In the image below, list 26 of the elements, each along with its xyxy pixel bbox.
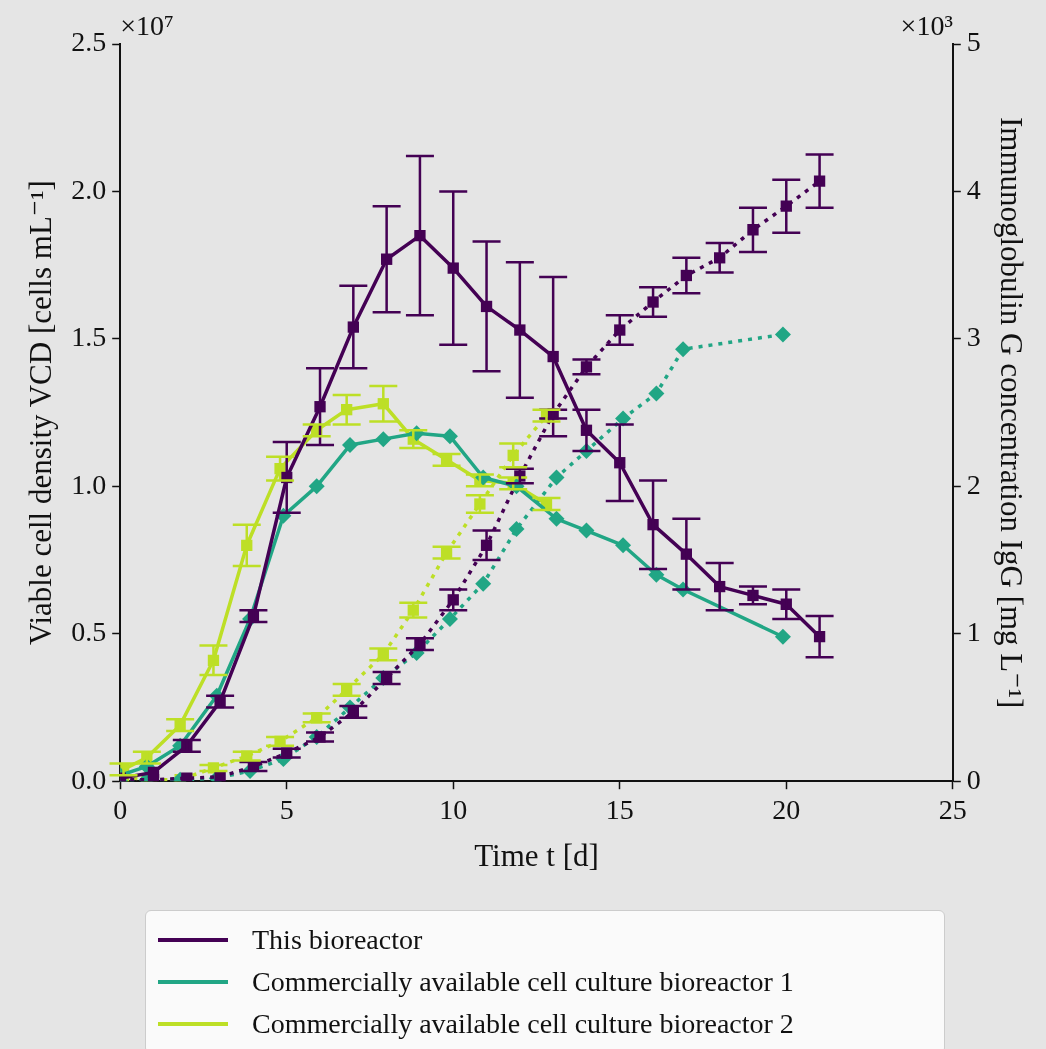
- legend-label: Commercially available cell culture bioreactor 1: [252, 966, 794, 998]
- x-tick-label: 5: [279, 794, 294, 826]
- y2-tick-label: 3: [966, 321, 981, 353]
- y2-tick-label: 1: [966, 616, 981, 648]
- x-tick-label: 25: [938, 794, 967, 826]
- y-tick-label: 0.0: [71, 763, 107, 795]
- x-tick-label: 0: [113, 794, 128, 826]
- y-tick-label: 2.5: [71, 26, 107, 58]
- legend-label: Commercially available cell culture bioreactor 2: [252, 1008, 794, 1040]
- y2-axis-title: Immunoglobulin G concentration IgG [mg L⁻¹]: [994, 116, 1030, 709]
- y-tick-label: 0.5: [71, 616, 107, 648]
- y2-tick-label: 5: [966, 26, 981, 58]
- legend-label: This bioreactor: [252, 924, 423, 956]
- text: ×10³: [900, 10, 953, 42]
- x-axis-title: Time t [d]: [474, 837, 599, 873]
- y-tick-label: 2.0: [71, 173, 107, 205]
- y2-tick-label: 2: [966, 468, 981, 500]
- y2-tick-label: 0: [966, 763, 981, 795]
- y2-tick-label: 4: [966, 173, 981, 205]
- y-axis-title: Viable cell density VCD [cells mL⁻¹]: [22, 180, 58, 646]
- x-tick-label: 20: [772, 794, 801, 826]
- x-tick-label: 10: [439, 794, 468, 826]
- x-tick-label: 15: [605, 794, 634, 826]
- y-tick-label: 1.0: [71, 468, 107, 500]
- text: ×10⁷: [120, 10, 174, 42]
- y-tick-label: 1.5: [71, 321, 107, 353]
